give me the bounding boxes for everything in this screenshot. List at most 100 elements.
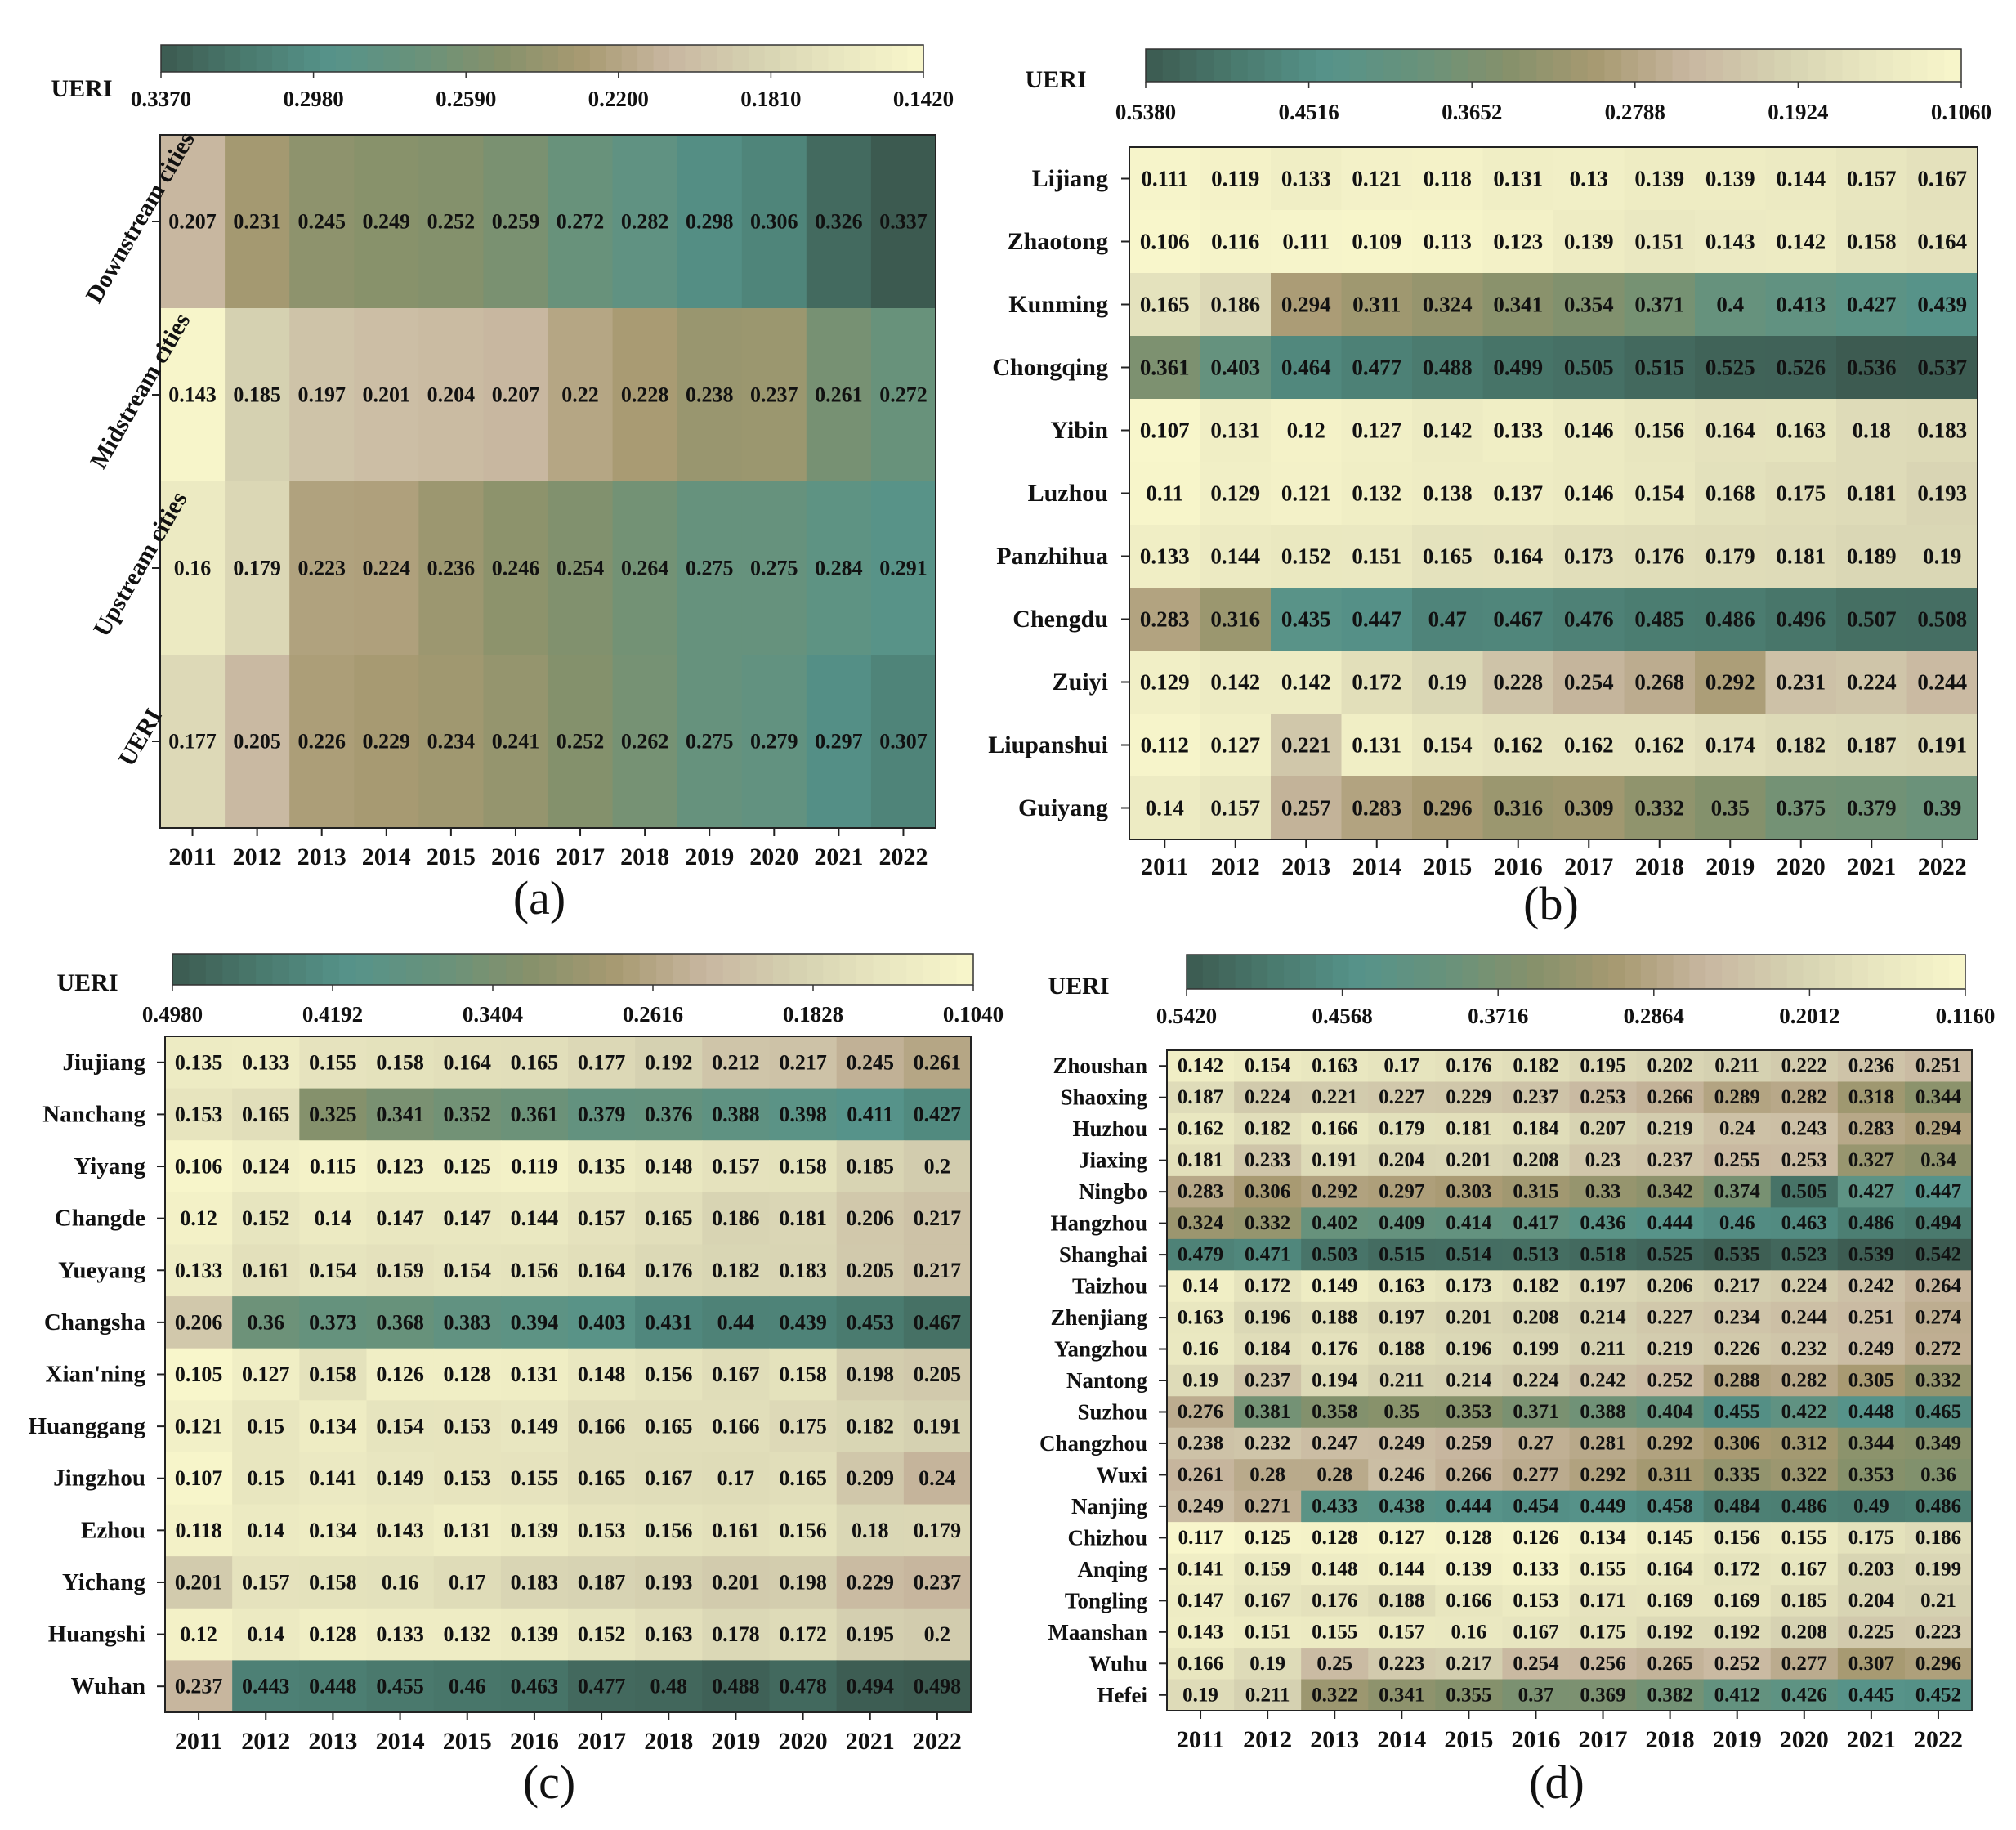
cell-value-label: 0.477 (578, 1675, 626, 1698)
y-tick-label: Suzhou (1077, 1399, 1147, 1424)
heatmap-cell (1770, 1396, 1839, 1429)
heatmap-cell (1837, 1396, 1906, 1429)
cell-value-label: 0.231 (233, 210, 281, 234)
heatmap-cell (568, 1556, 636, 1609)
heatmap-cell (1234, 1270, 1302, 1303)
cell-value-label: 0.158 (309, 1570, 357, 1594)
heatmap-cell (1695, 714, 1767, 777)
colorbar-segment (542, 45, 559, 72)
colorbar-segment (889, 954, 907, 985)
cell-value-label: 0.113 (1424, 230, 1472, 254)
heatmap-cell (1906, 525, 1978, 588)
cell-value-label: 0.176 (1446, 1055, 1491, 1077)
heatmap-cell (1129, 525, 1201, 588)
y-tick-label: Ningbo (1079, 1179, 1147, 1204)
heatmap-cell (1569, 1396, 1638, 1429)
heatmap-cell (1703, 1301, 1772, 1334)
heatmap-cell (1837, 1144, 1906, 1177)
cell-value-label: 0.303 (1446, 1181, 1491, 1203)
heatmap-cell (1502, 1396, 1571, 1429)
heatmap-cell (1412, 273, 1484, 337)
heatmap-cell (1906, 273, 1978, 337)
heatmap-cell (1129, 776, 1201, 840)
cell-value-label: 0.2 (924, 1155, 951, 1179)
heatmap-cell (1837, 1050, 1906, 1083)
cell-value-label: 0.438 (1379, 1495, 1424, 1517)
heatmap-cell (1234, 1459, 1302, 1492)
heatmap-cell (1906, 588, 1978, 651)
cell-value-label: 0.271 (1245, 1495, 1290, 1517)
cell-value-label: 0.444 (1647, 1212, 1694, 1234)
cell-value-label: 0.132 (1352, 481, 1401, 506)
cell-value-label: 0.191 (914, 1415, 962, 1438)
colorbar-segment (1621, 49, 1639, 82)
cell-value-label: 0.341 (376, 1103, 424, 1126)
colorbar-tick-label: 0.2864 (1624, 1004, 1684, 1028)
cell-value-label: 0.159 (376, 1259, 424, 1282)
heatmap-cell (635, 1192, 703, 1246)
heatmap-cell (836, 1660, 905, 1713)
heatmap-cell (225, 308, 290, 482)
heatmap-cell (1412, 588, 1484, 651)
cell-value-label: 0.282 (1781, 1086, 1827, 1108)
colorbar-segment (669, 45, 686, 72)
cell-value-label: 0.139 (511, 1519, 559, 1542)
heatmap-cell (1482, 588, 1554, 651)
cell-value-label: 0.112 (1141, 733, 1189, 758)
colorbar-segment (1842, 49, 1860, 82)
heatmap-cell (1502, 1050, 1571, 1083)
heatmap-cell (299, 1348, 368, 1401)
colorbar-title: UERI (56, 969, 118, 996)
heatmap-cell (568, 1088, 636, 1141)
cell-value-label: 0.508 (1917, 607, 1967, 632)
cell-value-label: 0.48 (650, 1675, 688, 1698)
cell-value-label: 0.454 (1513, 1495, 1559, 1517)
colorbar-segment (355, 954, 373, 985)
colorbar-segment (272, 954, 290, 985)
cell-value-label: 0.241 (492, 730, 540, 754)
cell-value-label: 0.309 (1564, 796, 1614, 821)
heatmap-cell (232, 1244, 300, 1297)
cell-value-label: 0.228 (621, 383, 669, 407)
cell-value-label: 0.197 (297, 383, 346, 407)
cell-value-label: 0.486 (1705, 607, 1755, 632)
heatmap-cell (1770, 1333, 1839, 1366)
colorbar-segment (673, 954, 691, 985)
heatmap-cell (225, 135, 290, 309)
heatmap-cell (1904, 1238, 1973, 1271)
cell-value-label: 0.158 (376, 1050, 424, 1074)
heatmap-cell (1904, 1050, 1973, 1083)
colorbar-segment (556, 954, 574, 985)
heatmap-cell (836, 1452, 905, 1506)
heatmap-cell (702, 1088, 771, 1141)
colorbar-segment (860, 45, 877, 72)
cell-value-label: 0.149 (511, 1415, 559, 1438)
cell-value-label: 0.499 (1493, 356, 1543, 380)
heatmap-cell (366, 1088, 435, 1141)
heatmap-cell (1129, 399, 1201, 463)
heatmap-cell (903, 1244, 972, 1297)
cell-value-label: 0.255 (1714, 1149, 1760, 1171)
cell-value-label: 0.217 (779, 1050, 827, 1074)
heatmap-cell (165, 1088, 233, 1141)
colorbar-segment (1757, 49, 1775, 82)
heatmap-cell (702, 1192, 771, 1246)
heatmap-cell (500, 1140, 569, 1193)
heatmap-cell (433, 1504, 502, 1557)
cell-value-label: 0.464 (1281, 356, 1331, 380)
x-tick-label: 2012 (233, 843, 282, 870)
heatmap-cell (500, 1036, 569, 1089)
colorbar-segment (1608, 955, 1625, 989)
colorbar-segment (1413, 955, 1431, 989)
heatmap-cell (769, 1244, 838, 1297)
heatmap-cell (1703, 1396, 1772, 1429)
colorbar-segment (224, 45, 241, 72)
cell-value-label: 0.127 (1379, 1527, 1424, 1549)
heatmap-cell (299, 1400, 368, 1453)
cell-value-label: 0.149 (1312, 1275, 1357, 1297)
heatmap-cell (1569, 1585, 1638, 1617)
cell-value-label: 0.157 (712, 1155, 760, 1179)
cell-value-label: 0.183 (779, 1259, 827, 1282)
y-tick-label: Xian'ning (46, 1362, 146, 1388)
cell-value-label: 0.168 (1705, 481, 1755, 506)
